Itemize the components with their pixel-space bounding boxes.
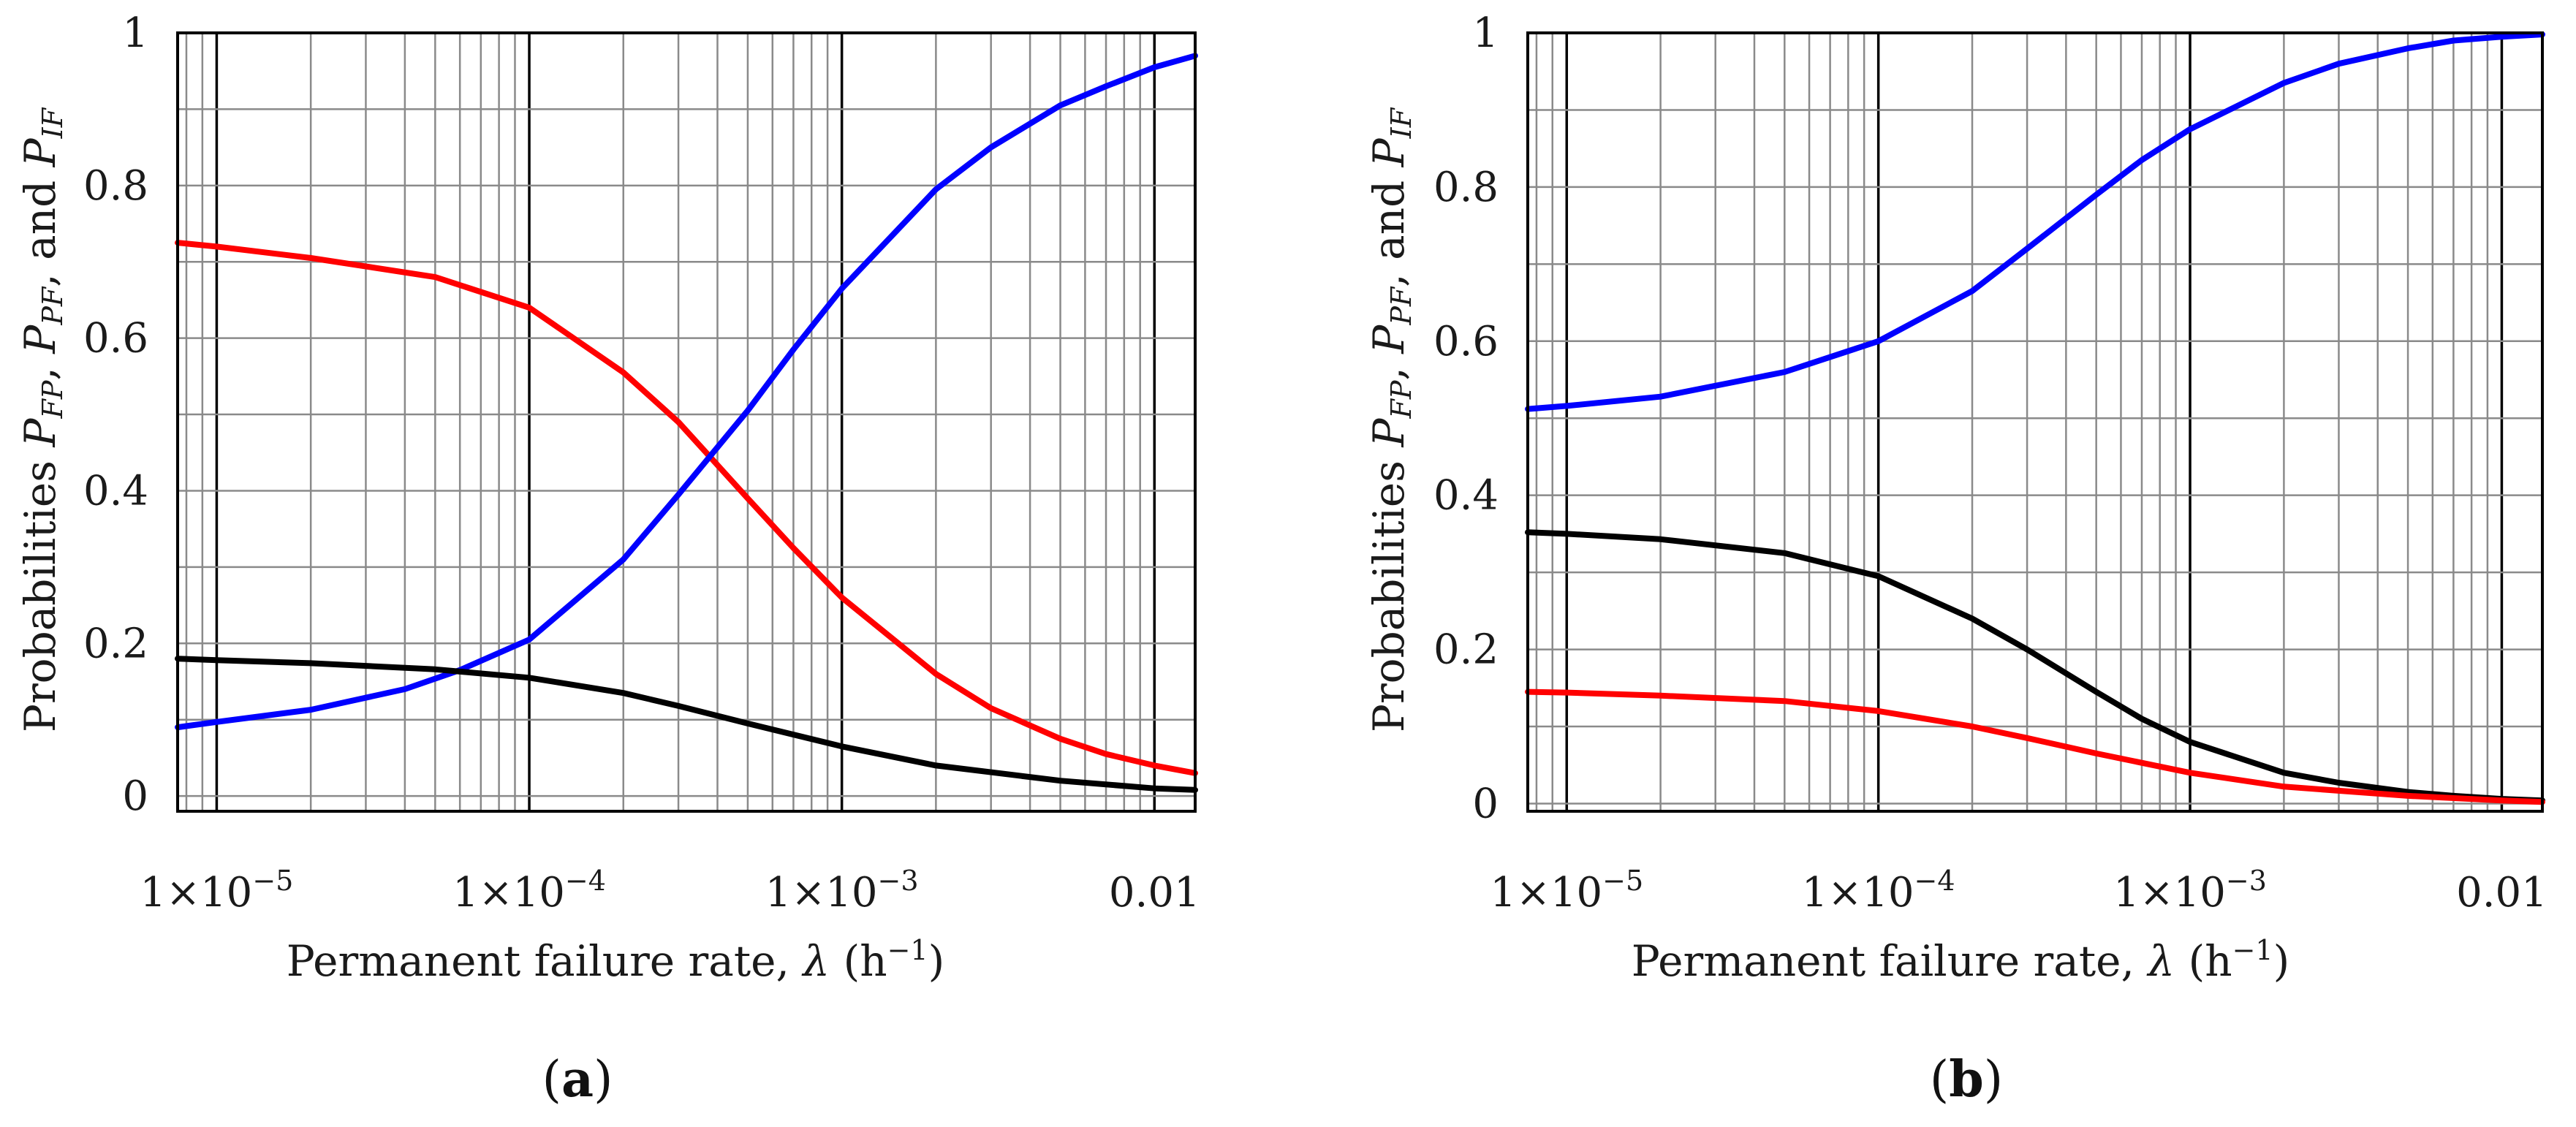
y-tick-label: 0.4	[83, 467, 148, 515]
y-tick-label: 0.4	[1433, 472, 1499, 520]
y-tick-labels-a: 0 0.2 0.4 0.6 0.8 1	[83, 10, 148, 820]
y-tick-label: 0.2	[1433, 626, 1499, 674]
series-line-blue	[1525, 31, 2545, 412]
series-line-blue	[175, 53, 1198, 731]
grid-b	[1528, 31, 2542, 811]
y-tick-label: 1	[1472, 10, 1499, 57]
x-tick-labels-a: 1×10−5 1×10−4 1×10−3 0.01	[140, 865, 1200, 917]
x-tick-label: 1×10−3	[2113, 865, 2267, 917]
y-tick-label: 0.8	[83, 162, 148, 210]
x-tick-label: 1×10−4	[452, 865, 606, 917]
plot-frame-a	[176, 31, 1197, 813]
panel-label-b: (b)	[1930, 1050, 2004, 1109]
y-tick-label: 0.2	[83, 620, 148, 667]
y-tick-label: 0.6	[83, 315, 148, 363]
x-tick-label: 1×10−4	[1802, 865, 1955, 917]
panel-label-a: (a)	[542, 1050, 613, 1109]
x-axis-label-a: Permanent failure rate, λ (h−1)	[287, 934, 944, 986]
y-axis-label-a: Probabilities PFP, PPF, and PIF	[15, 107, 69, 732]
panel-b: 0 0.2 0.4 0.6 0.8 1 1×10−5 1×10−4 1×10−3 0.01 Pe…	[1364, 10, 2547, 1109]
y-tick-label: 0.6	[1433, 318, 1499, 365]
x-tick-label: 0.01	[1109, 869, 1200, 917]
y-tick-label: 0	[122, 773, 148, 820]
series-line-black	[1525, 529, 2545, 804]
y-tick-label: 0.8	[1433, 164, 1499, 211]
series-line-red	[1525, 688, 2545, 805]
plot-frame-b	[1526, 31, 2544, 813]
x-tick-label: 0.01	[2456, 869, 2547, 917]
x-tick-labels-b: 1×10−5 1×10−4 1×10−3 0.01	[1490, 865, 2547, 917]
series-line-red	[175, 240, 1198, 776]
y-tick-labels-b: 0 0.2 0.4 0.6 0.8 1	[1433, 10, 1499, 827]
y-tick-label: 0	[1472, 780, 1499, 827]
series-line-black	[175, 656, 1198, 793]
x-tick-label: 1×10−5	[1490, 865, 1643, 917]
grid-a	[178, 31, 1195, 811]
panel-a: 0 0.2 0.4 0.6 0.8 1 1×10−5 1×10−4 1×10−3 0.01 Pe…	[15, 10, 1200, 1109]
x-tick-label: 1×10−3	[765, 865, 919, 917]
x-tick-label: 1×10−5	[140, 865, 294, 917]
x-axis-label-b: Permanent failure rate, λ (h−1)	[1632, 934, 2289, 986]
series-b	[1525, 31, 2545, 805]
y-axis-label-b: Probabilities PFP, PPF, and PIF	[1364, 107, 1417, 732]
y-tick-label: 1	[122, 10, 148, 57]
series-a	[175, 53, 1198, 793]
